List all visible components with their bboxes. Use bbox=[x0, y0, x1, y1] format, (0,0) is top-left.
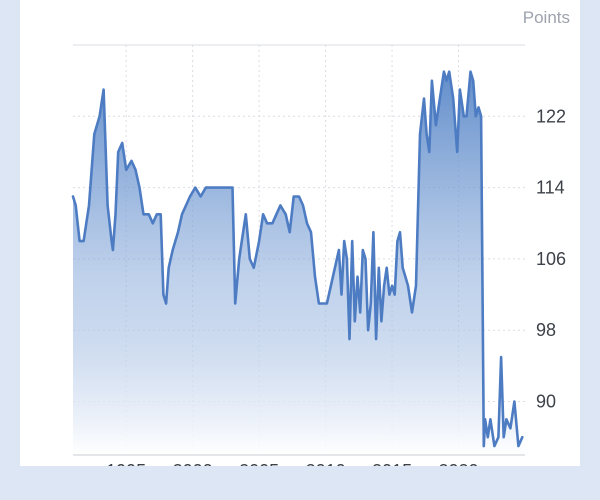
x-tick-label: 2000 bbox=[173, 461, 213, 466]
y-unit-label: Points bbox=[523, 8, 570, 27]
x-tick-label: 1995 bbox=[106, 461, 146, 466]
x-tick-label: 2020 bbox=[439, 461, 479, 466]
plot-area bbox=[71, 70, 524, 455]
y-tick-label: 122 bbox=[536, 106, 566, 126]
series-line bbox=[71, 70, 524, 448]
x-tick-label: 2010 bbox=[306, 461, 346, 466]
x-tick-label: 2005 bbox=[239, 461, 279, 466]
y-tick-label: 90 bbox=[536, 392, 556, 412]
y-tick-label: 114 bbox=[536, 178, 565, 198]
series-area-fill bbox=[73, 71, 523, 455]
chart-panel: 90 98 106 114 122 1995 2000 2005 2010 2015 2020 Po… bbox=[20, 0, 580, 466]
axes: 90 98 106 114 122 1995 2000 2005 2010 2015 2020 bbox=[73, 106, 566, 466]
x-tick-label: 2015 bbox=[372, 461, 412, 466]
y-tick-label: 106 bbox=[536, 249, 566, 269]
y-tick-label: 98 bbox=[536, 320, 556, 340]
line-area-chart: 90 98 106 114 122 1995 2000 2005 2010 2015 2020 Po… bbox=[71, 8, 570, 466]
